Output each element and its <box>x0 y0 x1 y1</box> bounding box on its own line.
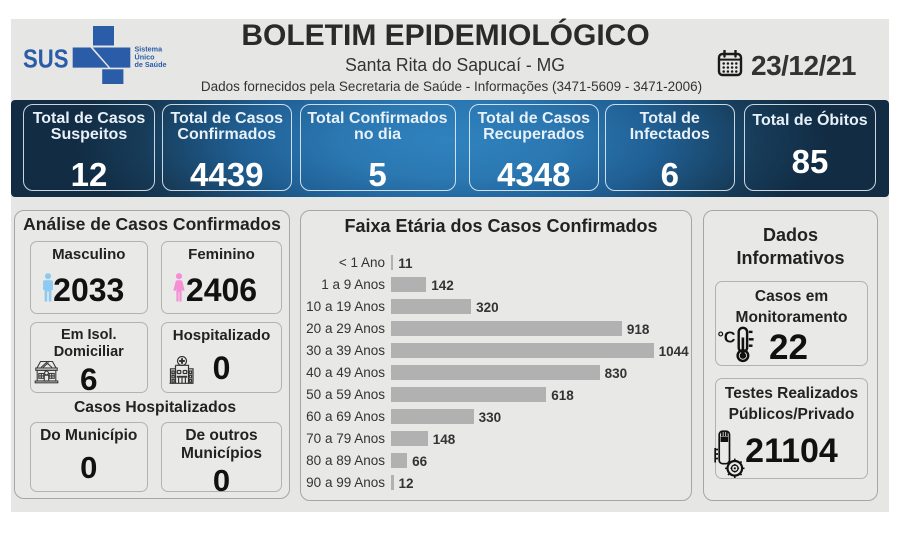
svg-text:Sistema: Sistema <box>135 45 164 54</box>
svg-text:de Saúde: de Saúde <box>135 60 167 69</box>
svg-text:SUS: SUS <box>23 44 69 74</box>
svg-text:Único: Único <box>135 52 156 61</box>
svg-text:°C: °C <box>718 330 736 347</box>
